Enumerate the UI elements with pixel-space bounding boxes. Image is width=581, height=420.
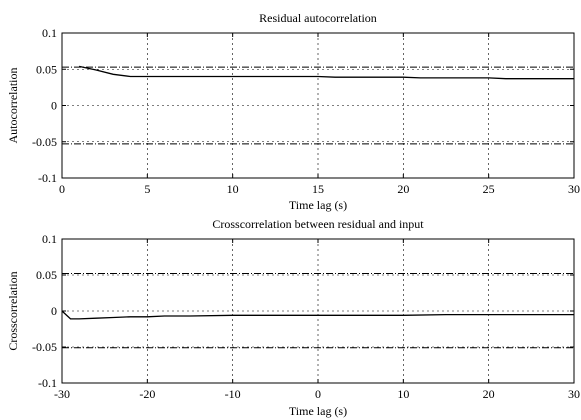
crosscorr-chart-title: Crosscorrelation between residual and in…	[212, 217, 424, 231]
crosscorr-y-tick-label: 0.1	[42, 232, 57, 246]
crosscorrelation-panel: -30 -20 -10 0 10 20 30 0.1 0.05 0 -0.05 -0.1 Crossco…	[6, 217, 580, 418]
crosscorr-y-tick-label: 0.05	[36, 268, 57, 282]
autocorr-x-tick-label: 0	[59, 182, 65, 196]
crosscorr-y-tick-label: -0.1	[38, 376, 57, 390]
autocorr-x-tick-label: 15	[312, 182, 324, 196]
autocorr-x-tick-label: 20	[397, 182, 409, 196]
crosscorr-x-tick-label: -20	[139, 387, 155, 401]
autocorr-x-tick-label: 5	[144, 182, 150, 196]
crosscorr-x-tick-label: 20	[483, 387, 495, 401]
autocorr-x-tick-label: 10	[227, 182, 239, 196]
crosscorr-series-line	[61, 310, 574, 320]
autocorr-y-tick-label: -0.1	[38, 171, 57, 185]
autocorr-y-tick-label: 0.1	[42, 26, 57, 40]
crosscorr-y-tick-label: -0.05	[32, 340, 57, 354]
crosscorr-x-tick-label: 30	[568, 387, 580, 401]
crosscorr-x-tick-label: -10	[225, 387, 241, 401]
autocorr-x-tick-label: 30	[568, 182, 580, 196]
autocorr-x-tick-label: 25	[483, 182, 495, 196]
crosscorr-y-tick-label: 0	[51, 304, 57, 318]
autocorr-chart-title: Residual autocorrelation	[259, 11, 377, 25]
crosscorr-y-axis-label: Crosscorrelation	[6, 271, 20, 350]
crosscorr-x-tick-label: -30	[54, 387, 70, 401]
autocorr-x-axis-label: Time lag (s)	[289, 198, 347, 212]
autocorr-y-tick-label: -0.05	[32, 135, 57, 149]
autocorr-y-tick-label: 0	[51, 99, 57, 113]
autocorr-y-axis-label: Autocorrelation	[6, 68, 20, 144]
autocorr-series-line	[78, 65, 574, 80]
crosscorr-x-axis-label: Time lag (s)	[289, 404, 347, 418]
autocorr-y-tick-label: 0.05	[36, 62, 57, 76]
crosscorr-x-tick-label: 10	[397, 387, 409, 401]
crosscorr-x-tick-label: 0	[315, 387, 321, 401]
autocorrelation-panel: 0 5 10 15 20 25 30 0.1 0.05 0 -0.05 -0.1 Residual au…	[6, 11, 580, 212]
